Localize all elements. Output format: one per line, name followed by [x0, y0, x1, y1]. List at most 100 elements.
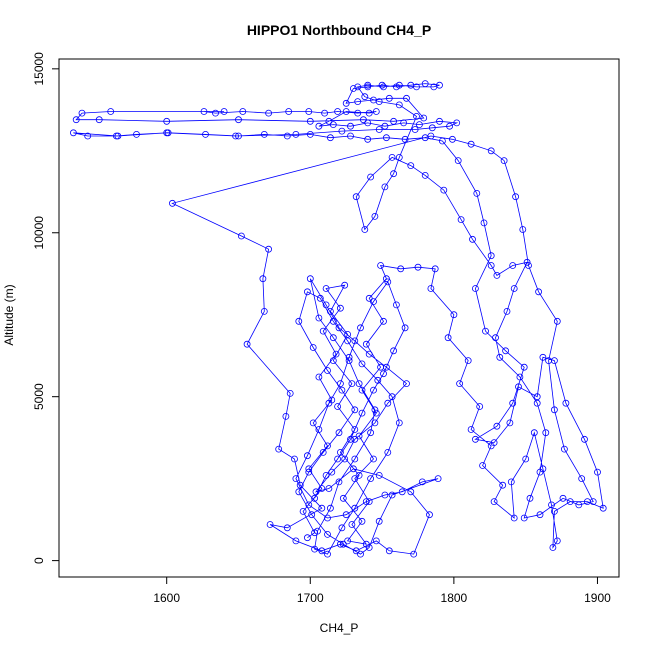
data-point	[375, 517, 383, 525]
data-point	[499, 481, 507, 489]
data-point	[512, 193, 519, 201]
data-point	[358, 409, 366, 417]
data-point	[446, 122, 454, 130]
data-point	[413, 113, 420, 120]
data-point	[370, 298, 377, 306]
y-tick-label: 10000	[32, 216, 46, 250]
data-point	[308, 511, 316, 519]
data-point	[361, 226, 369, 233]
data-point	[84, 132, 92, 140]
data-point	[490, 439, 498, 447]
x-tick-label: 1600	[153, 591, 180, 605]
data-point	[400, 119, 408, 127]
data-point	[351, 475, 359, 483]
data-point	[381, 183, 389, 191]
data-point	[345, 353, 353, 361]
data-point	[509, 399, 517, 407]
data-point	[403, 94, 410, 102]
data-point	[347, 122, 354, 130]
data-point	[212, 109, 219, 117]
data-point	[358, 360, 366, 368]
data-point	[410, 550, 418, 558]
data-point	[349, 465, 357, 473]
data-point	[562, 399, 570, 407]
data-point	[421, 171, 429, 179]
data-point	[342, 108, 350, 115]
data-point	[285, 108, 293, 115]
data-point	[303, 452, 311, 460]
data-point	[341, 455, 349, 463]
data-point	[321, 109, 329, 117]
data-point	[70, 129, 77, 137]
data-point	[380, 83, 387, 91]
data-point	[493, 271, 501, 279]
data-point	[286, 389, 294, 397]
data-point	[377, 262, 385, 269]
data-point	[372, 108, 380, 115]
data-point	[306, 275, 314, 283]
data-point	[561, 445, 568, 453]
data-point	[322, 471, 330, 479]
y-axis: 0 5000 10000 15000	[32, 52, 60, 564]
data-point	[427, 285, 435, 292]
data-point	[328, 468, 336, 476]
data-point	[467, 426, 475, 433]
data-point	[324, 550, 331, 558]
data-point	[385, 94, 393, 102]
data-point	[520, 363, 528, 371]
data-point	[239, 108, 247, 115]
data-point	[237, 232, 245, 240]
data-point	[324, 514, 331, 522]
data-point	[519, 226, 527, 233]
data-point	[453, 119, 461, 127]
data-point	[520, 514, 528, 522]
data-point	[311, 545, 319, 553]
data-point	[444, 334, 452, 342]
data-point	[515, 383, 522, 391]
data-point	[275, 445, 283, 453]
data-point	[200, 108, 208, 115]
data-point	[72, 116, 80, 124]
data-point	[351, 504, 359, 512]
data-point	[163, 129, 171, 137]
data-point	[329, 317, 337, 325]
data-point	[385, 547, 393, 555]
data-point	[384, 399, 392, 407]
data-point	[325, 485, 333, 492]
data-point	[510, 285, 518, 292]
data-point	[436, 117, 443, 125]
data-point	[316, 294, 324, 302]
data-point	[295, 488, 303, 496]
data-point	[305, 108, 313, 115]
data-point	[533, 393, 541, 401]
data-point	[395, 101, 403, 109]
data-point	[315, 426, 323, 433]
data-point	[536, 511, 544, 519]
data-point	[492, 334, 499, 342]
data-point	[303, 288, 311, 296]
data-point	[318, 504, 326, 512]
data-point	[296, 481, 304, 489]
data-point	[487, 252, 495, 260]
data-point	[539, 353, 547, 361]
data-point	[326, 504, 334, 512]
data-point	[428, 124, 436, 132]
data-point	[342, 511, 350, 519]
data-point	[319, 448, 327, 456]
data-point	[335, 478, 343, 486]
data-point	[358, 386, 366, 394]
data-point	[371, 419, 379, 427]
data-point	[401, 135, 409, 143]
data-point	[349, 85, 357, 92]
data-point	[509, 262, 517, 269]
data-point	[133, 130, 140, 138]
data-point	[548, 501, 555, 509]
data-point	[413, 83, 420, 91]
data-point	[530, 429, 538, 437]
data-point	[566, 498, 574, 506]
data-point	[516, 373, 524, 381]
data-point	[358, 517, 366, 525]
data-point	[480, 219, 488, 227]
data-point	[581, 435, 588, 443]
